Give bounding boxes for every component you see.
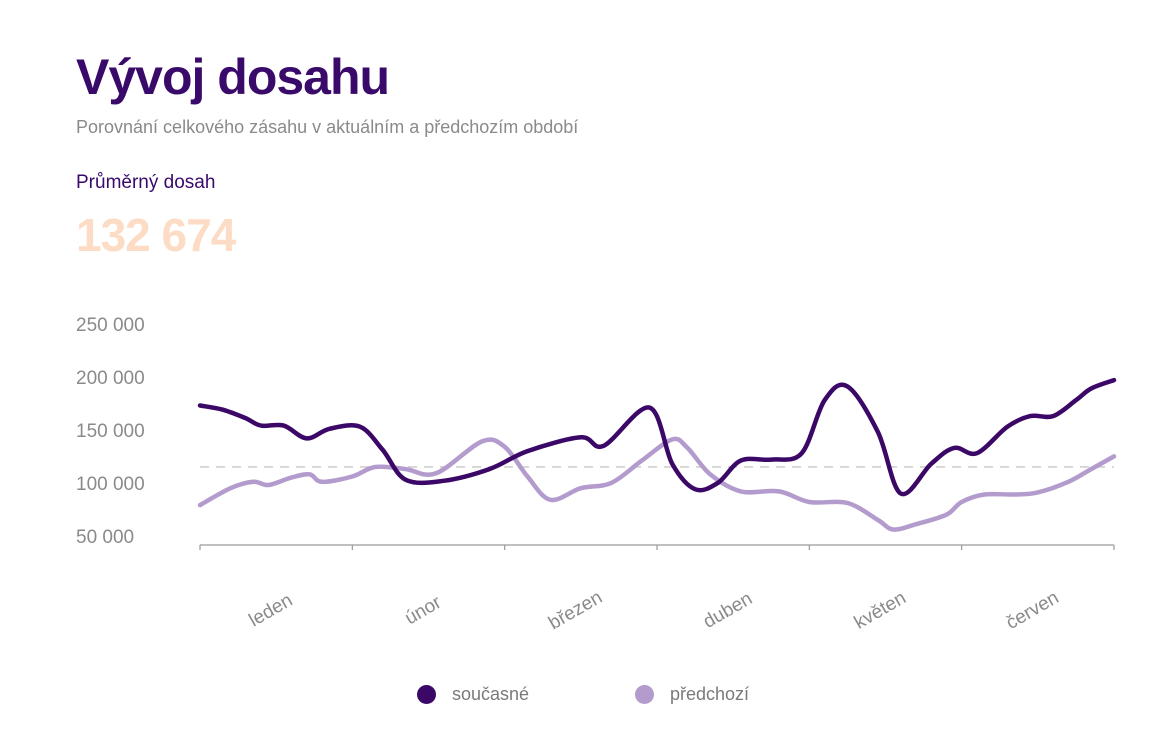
page-subtitle: Porovnání celkového zásahu v aktuálním a… — [76, 117, 579, 137]
legend-item-previous[interactable]: předchozí — [635, 684, 749, 705]
chart-legend: současné předchozí — [0, 684, 1158, 714]
x-tick-label: květen — [851, 587, 910, 633]
series-line-previous — [197, 436, 1117, 532]
x-tick-label: leden — [246, 590, 297, 631]
legend-dot-current — [417, 685, 436, 704]
y-tick-label: 100 000 — [76, 474, 145, 495]
page-title: Vývoj dosahu — [76, 49, 390, 105]
x-tick-label: duben — [700, 588, 756, 633]
y-tick-label: 200 000 — [76, 368, 145, 389]
series-line-current — [197, 377, 1117, 497]
y-tick-label: 250 000 — [76, 315, 145, 336]
legend-label-current: současné — [452, 684, 530, 704]
average-reach-value: 132 674 — [76, 209, 236, 261]
legend-label-previous: předchozí — [670, 684, 750, 704]
x-tick-label: březen — [545, 587, 606, 634]
y-tick-label: 50 000 — [76, 527, 134, 548]
average-reach-label: Průměrný dosah — [76, 172, 216, 193]
x-tick-label: únor — [402, 592, 446, 630]
x-tick-label: červen — [1003, 587, 1063, 634]
x-axis-ticks: leden únor březen duben květen červen — [199, 545, 1115, 634]
y-tick-label: 150 000 — [76, 421, 145, 442]
legend-dot-previous — [635, 685, 654, 704]
y-axis-ticks: 50 000 100 000 150 000 200 000 250 000 — [76, 315, 145, 548]
chart-series — [197, 377, 1117, 532]
legend-item-current[interactable]: současné — [417, 684, 529, 705]
